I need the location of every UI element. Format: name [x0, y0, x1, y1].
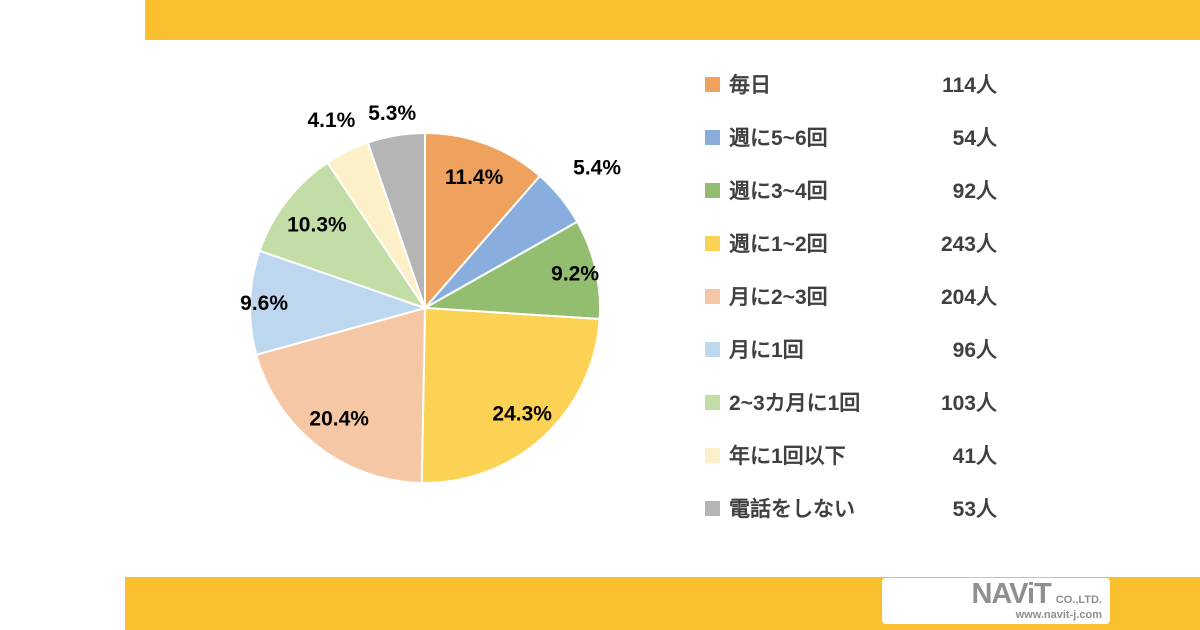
pie-slice: [420, 307, 601, 484]
pie-slice-label: 11.4%: [445, 166, 504, 189]
pie-slice: [249, 249, 426, 356]
legend-label: 週に1~2回: [729, 233, 828, 256]
legend-count: 92人: [952, 180, 997, 203]
legend-count: 103人: [940, 392, 997, 415]
pie-slice-label: 4.1%: [307, 109, 355, 132]
legend-swatch: [705, 288, 720, 304]
legend-swatch: [705, 341, 720, 357]
legend-row: 年に1回以下 41人: [705, 439, 997, 471]
legend-label: 週に5~6回: [729, 127, 828, 150]
top-accent-band: [145, 0, 1200, 40]
legend-label: 年に1回以下: [729, 445, 846, 468]
pie-slice-label: 24.3%: [492, 403, 552, 426]
legend-label: 月に1回: [729, 339, 804, 362]
legend-swatch: [705, 500, 720, 516]
pie-chart-area: 11.4% 5.4% 9.2% 24.3% 20.4% 9.6% 10.3% 4.1% 5.3%: [130, 60, 750, 560]
legend-swatch: [705, 76, 720, 92]
logo-line: NAViT CO.,LTD.: [971, 577, 1102, 610]
legend-swatch: [705, 129, 720, 145]
legend-row: 毎日 114人: [705, 68, 997, 100]
legend-label: 電話をしない: [729, 498, 855, 521]
legend-count: 114人: [942, 74, 997, 97]
legend-count: 96人: [952, 339, 997, 362]
legend-count: 53人: [952, 498, 997, 521]
legend-label: 毎日: [729, 74, 771, 97]
legend-row: 週に5~6回 54人: [705, 121, 997, 153]
pie-chart-svg: 11.4% 5.4% 9.2% 24.3% 20.4% 9.6% 10.3% 4.1% 5.3%: [240, 102, 621, 484]
pie-slice-label: 5.3%: [368, 102, 416, 125]
legend-count: 41人: [952, 445, 997, 468]
legend-count: 243人: [940, 233, 997, 256]
legend-label: 週に3~4回: [729, 180, 828, 203]
legend-label: 月に2~3回: [729, 286, 828, 309]
legend-row: 週に1~2回 243人: [705, 227, 997, 259]
pie-slice-label: 9.6%: [240, 292, 288, 315]
pie-slice-label: 20.4%: [309, 408, 369, 431]
legend-row: 月に1回 96人: [705, 333, 997, 365]
navit-logo-text: NAViT: [971, 577, 1051, 610]
footer-logo: NAViT CO.,LTD. www.navit-j.com: [882, 578, 1110, 624]
legend-count: 54人: [952, 127, 997, 150]
pie-slice: [255, 307, 426, 484]
pie-slice-label: 9.2%: [551, 263, 599, 286]
legend-label: 2~3カ月に1回: [729, 392, 861, 415]
legend-row: 電話をしない 53人: [705, 492, 997, 524]
pie-slice-label: 10.3%: [287, 214, 347, 237]
legend-swatch: [705, 235, 720, 251]
pie-slice: [258, 161, 426, 309]
navit-logo-url: www.navit-j.com: [1015, 608, 1102, 621]
legend-swatch: [705, 447, 720, 463]
legend-swatch: [705, 182, 720, 198]
pie-slice: [424, 132, 541, 309]
legend-count: 204人: [940, 286, 997, 309]
pie-slice-label: 5.4%: [573, 156, 621, 179]
legend-swatch: [705, 394, 720, 410]
legend-row: 週に3~4回 92人: [705, 174, 997, 206]
legend: 毎日 114人週に5~6回 54人週に3~4回 92人週に1~2回 243人月に2~3回…: [705, 68, 997, 524]
pie-slice: [424, 220, 601, 320]
navit-logo-suffix: CO.,LTD.: [1055, 593, 1102, 606]
legend-row: 月に2~3回 204人: [705, 280, 997, 312]
pie-slice: [366, 132, 426, 309]
legend-row: 2~3カ月に1回 103人: [705, 386, 997, 418]
